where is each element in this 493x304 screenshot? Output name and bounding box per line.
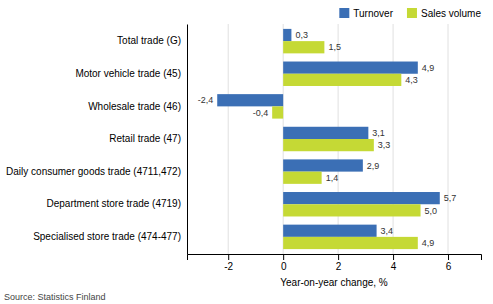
x-tick-mark xyxy=(448,254,449,260)
grid-line xyxy=(393,24,394,254)
bar xyxy=(283,204,420,216)
x-axis: -2 0 2 4 6 xyxy=(188,254,482,272)
bar xyxy=(283,127,368,139)
x-tick: 6 xyxy=(446,254,452,272)
bar xyxy=(283,74,401,86)
data-label: 1,4 xyxy=(326,173,339,183)
x-tick-label: 0 xyxy=(281,261,287,272)
y-tick: Wholesale trade (46) xyxy=(88,101,181,112)
legend-label: Turnover xyxy=(353,8,393,19)
grid-line xyxy=(228,24,229,254)
data-label: 0,3 xyxy=(295,30,308,40)
data-label: 5,7 xyxy=(444,193,457,203)
y-tick: Total trade (G) xyxy=(117,35,181,46)
grid-line xyxy=(448,24,449,254)
bar xyxy=(283,139,374,151)
data-label: -2,4 xyxy=(198,95,214,105)
y-tick: Retail trade (47) xyxy=(109,133,181,144)
x-axis-line xyxy=(188,255,482,261)
grid xyxy=(228,24,448,254)
data-label: 3,4 xyxy=(381,226,394,236)
x-tick: 0 xyxy=(281,254,287,272)
y-axis-line xyxy=(187,25,188,255)
x-tick: 4 xyxy=(391,254,397,272)
data-label: -0,4 xyxy=(253,108,269,118)
data-label: 4,9 xyxy=(422,63,435,73)
x-tick: -2 xyxy=(224,254,233,272)
chart-container: 0,3 4,9 -2,4 3,1 2,9 5,7 3,4 1,5 4,3 -0,4 3,3 1,4 5,… xyxy=(0,0,493,304)
bar xyxy=(217,94,283,106)
bar xyxy=(283,29,291,41)
bar xyxy=(283,192,440,204)
x-tick-label: -2 xyxy=(224,261,233,272)
legend-item: Sales volume xyxy=(407,8,481,19)
legend-item: Turnover xyxy=(339,8,393,19)
bar xyxy=(283,62,418,74)
x-tick-mark xyxy=(393,254,394,260)
x-tick-label: 4 xyxy=(391,261,397,272)
bar xyxy=(283,172,321,184)
y-tick: Daily consumer goods trade (4711,472) xyxy=(6,166,181,177)
data-label: 4,3 xyxy=(405,75,418,85)
legend: Turnover Sales volume xyxy=(339,8,481,19)
data-label: 5,0 xyxy=(425,206,438,216)
y-tick-label: Motor vehicle trade (45) xyxy=(75,68,181,79)
legend-label: Sales volume xyxy=(421,8,481,19)
y-tick: Specialised store trade (474-477) xyxy=(33,231,181,242)
y-tick: Motor vehicle trade (45) xyxy=(75,68,181,79)
annotation: Source: Statistics Finland xyxy=(4,292,106,302)
y-tick-label: Daily consumer goods trade (4711,472) xyxy=(6,166,181,177)
x-axis-title: Year-on-year change, % xyxy=(280,277,388,288)
bar xyxy=(283,237,418,249)
y-tick: Department store trade (4719) xyxy=(46,198,181,209)
y-tick-label: Retail trade (47) xyxy=(109,133,181,144)
legend-swatch xyxy=(339,8,349,18)
bar xyxy=(283,41,324,53)
data-label: 4,9 xyxy=(422,238,435,248)
x-tick-mark xyxy=(228,254,229,260)
x-tick-mark xyxy=(283,254,284,260)
data-label: 3,3 xyxy=(378,140,391,150)
y-tick-label: Wholesale trade (46) xyxy=(88,101,181,112)
data-label: 3,1 xyxy=(372,128,385,138)
bar xyxy=(283,159,363,171)
data-labels: 0,3 4,9 -2,4 3,1 2,9 5,7 3,4 1,5 4,3 -0,4 3,3 1,4 5,… xyxy=(198,30,457,248)
y-tick-label: Total trade (G) xyxy=(117,35,181,46)
x-tick-label: 6 xyxy=(446,261,452,272)
x-tick-label: 2 xyxy=(336,261,342,272)
data-label: 2,9 xyxy=(367,161,380,171)
x-tick: 2 xyxy=(336,254,342,272)
legend-swatch xyxy=(407,8,417,18)
chart-svg: 0,3 4,9 -2,4 3,1 2,9 5,7 3,4 1,5 4,3 -0,4 3,3 1,4 5,… xyxy=(0,0,493,304)
y-tick-label: Department store trade (4719) xyxy=(46,198,181,209)
y-tick-label: Specialised store trade (474-477) xyxy=(33,231,181,242)
x-tick-mark xyxy=(338,254,339,260)
data-label: 1,5 xyxy=(328,42,341,52)
bars xyxy=(217,29,440,249)
bar xyxy=(272,106,283,118)
y-axis: Total trade (G) Motor vehicle trade (45) W… xyxy=(6,25,187,255)
bar xyxy=(283,225,376,237)
plot-area: 0,3 4,9 -2,4 3,1 2,9 5,7 3,4 1,5 4,3 -0,4 3,3 1,4 5,… xyxy=(6,24,481,272)
